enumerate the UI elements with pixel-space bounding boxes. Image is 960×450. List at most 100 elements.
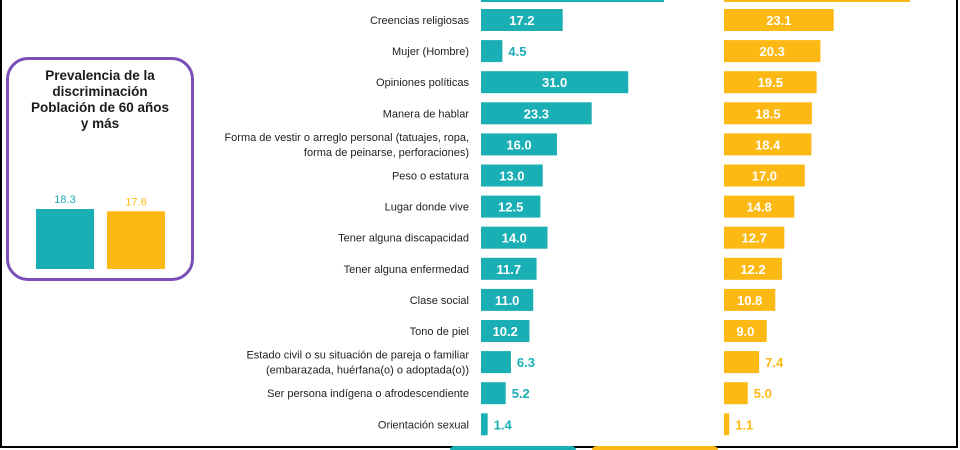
gold-bar xyxy=(724,351,760,374)
inset-title-line: discriminación xyxy=(52,84,148,99)
category-labels: Creencias religiosas Mujer (Hombre) Opinio… xyxy=(224,15,469,431)
gold-value-label: 12.7 xyxy=(742,231,767,246)
teal-value-label: 5.2 xyxy=(512,386,530,401)
gold-value-label: 9.0 xyxy=(736,324,754,339)
category-label-line: Mujer (Hombre) xyxy=(392,46,469,58)
inset-title-line: Población de 60 años xyxy=(30,100,170,115)
teal-bar xyxy=(481,226,548,249)
gold-value-label: 20.3 xyxy=(760,44,785,59)
teal-bar xyxy=(481,133,557,156)
teal-bar xyxy=(481,71,629,94)
category-label: Tener alguna discapacidad xyxy=(338,233,469,245)
teal-bar xyxy=(481,164,543,187)
category-label: Clase social xyxy=(410,295,469,307)
teal-value-label: 12.5 xyxy=(498,200,523,215)
category-label: Tener alguna enfermedad xyxy=(344,264,469,276)
category-label-line: forma de peinarse, perforaciones) xyxy=(304,147,469,159)
category-label: Orientación sexual xyxy=(378,419,469,431)
inset-title-line: y más xyxy=(80,116,120,131)
cut-off-teal-bar xyxy=(450,446,576,450)
cut-off-bars-bottom xyxy=(450,446,718,450)
category-label-line: Ser persona indígena o afrodescendiente xyxy=(267,388,469,400)
gold-value-label: 7.4 xyxy=(765,355,784,370)
gold-value-label: 12.2 xyxy=(740,262,765,277)
inset-bar-chart: 18.3 17.6 xyxy=(36,194,165,269)
category-label: Forma de vestir o arreglo personal (tatu… xyxy=(224,132,469,159)
teal-value-label: 10.2 xyxy=(493,324,518,339)
teal-bar xyxy=(481,288,534,311)
gold-bar xyxy=(724,195,795,218)
gold-bar xyxy=(724,413,730,436)
inset-value-label: 18.3 xyxy=(54,194,75,206)
gold-bar xyxy=(724,257,782,280)
gold-value-label: 1.1 xyxy=(735,417,753,432)
series-teal: 17.2 4.5 31.0 23.3 16.0 13.0 12.5 14.0 11.7 11.0 1… xyxy=(481,9,629,436)
cut-off-teal-bar xyxy=(481,0,664,2)
category-label-line: (embarazada, huérfana(o) o adoptada(o)) xyxy=(266,365,469,377)
category-label-line: Estado civil o su situación de pareja o … xyxy=(246,350,469,362)
gold-value-label: 14.8 xyxy=(746,200,771,215)
inset-title-line: Prevalencia de la xyxy=(45,68,155,83)
teal-value-label: 17.2 xyxy=(509,13,534,28)
teal-value-label: 11.7 xyxy=(496,262,521,277)
gold-bar xyxy=(724,226,785,249)
category-label-line: Tener alguna enfermedad xyxy=(344,264,469,276)
category-label: Opiniones políticas xyxy=(376,77,469,89)
inset-value-label: 17.6 xyxy=(125,196,146,208)
category-label-line: Manera de hablar xyxy=(383,108,470,120)
category-label-line: Peso o estatura xyxy=(392,171,470,183)
category-label-line: Lugar donde vive xyxy=(385,202,469,214)
teal-value-label: 14.0 xyxy=(502,231,527,246)
gold-bar xyxy=(724,164,805,187)
teal-value-label: 16.0 xyxy=(506,137,531,152)
gold-value-label: 17.0 xyxy=(752,169,777,184)
gold-bar xyxy=(724,40,821,63)
gold-bar xyxy=(724,133,812,156)
teal-value-label: 1.4 xyxy=(494,417,513,432)
inset-bar xyxy=(36,209,94,269)
teal-bar xyxy=(481,413,488,436)
category-label: Creencias religiosas xyxy=(370,15,470,27)
category-label: Manera de hablar xyxy=(383,108,470,120)
teal-value-label: 13.0 xyxy=(499,169,524,184)
gold-value-label: 10.8 xyxy=(737,293,762,308)
teal-bar xyxy=(481,102,592,125)
gold-bar xyxy=(724,102,812,125)
gold-value-label: 19.5 xyxy=(758,75,783,90)
teal-bar xyxy=(481,195,541,218)
category-label: Ser persona indígena o afrodescendiente xyxy=(267,388,469,400)
category-label: Tono de piel xyxy=(410,326,469,338)
inset-bar xyxy=(107,211,165,269)
teal-bar xyxy=(481,40,503,63)
gold-value-label: 18.5 xyxy=(755,106,780,121)
category-label: Peso o estatura xyxy=(392,171,470,183)
teal-value-label: 31.0 xyxy=(542,75,567,90)
cut-off-gold-bar xyxy=(592,446,718,450)
category-label-line: Tono de piel xyxy=(410,326,469,338)
teal-value-label: 4.5 xyxy=(508,44,526,59)
teal-bar xyxy=(481,382,506,405)
gold-value-label: 5.0 xyxy=(754,386,772,401)
teal-bar xyxy=(481,320,530,342)
category-label-line: Orientación sexual xyxy=(378,419,469,431)
gold-bar xyxy=(724,71,817,94)
series-gold: 23.1 20.3 19.5 18.5 18.4 17.0 14.8 12.7 12.2 10.8… xyxy=(724,9,834,436)
gold-value-label: 18.4 xyxy=(755,137,781,152)
gold-bar xyxy=(724,382,748,405)
gold-bar xyxy=(724,320,767,342)
teal-bar xyxy=(481,351,511,374)
cut-off-gold-bar xyxy=(724,0,910,2)
prevalence-inset: Prevalencia de la discriminación Poblaci… xyxy=(6,57,194,281)
category-label: Mujer (Hombre) xyxy=(392,46,469,58)
cut-off-bars-top xyxy=(481,0,910,2)
category-label-line: Opiniones políticas xyxy=(376,77,469,89)
category-label-line: Tener alguna discapacidad xyxy=(338,233,469,245)
gold-bar xyxy=(724,288,776,311)
teal-value-label: 23.3 xyxy=(524,106,549,121)
gold-value-label: 23.1 xyxy=(766,13,791,28)
gold-bar xyxy=(724,9,834,31)
teal-bar xyxy=(481,257,537,280)
category-label-line: Creencias religiosas xyxy=(370,15,470,27)
category-label-line: Clase social xyxy=(410,295,469,307)
